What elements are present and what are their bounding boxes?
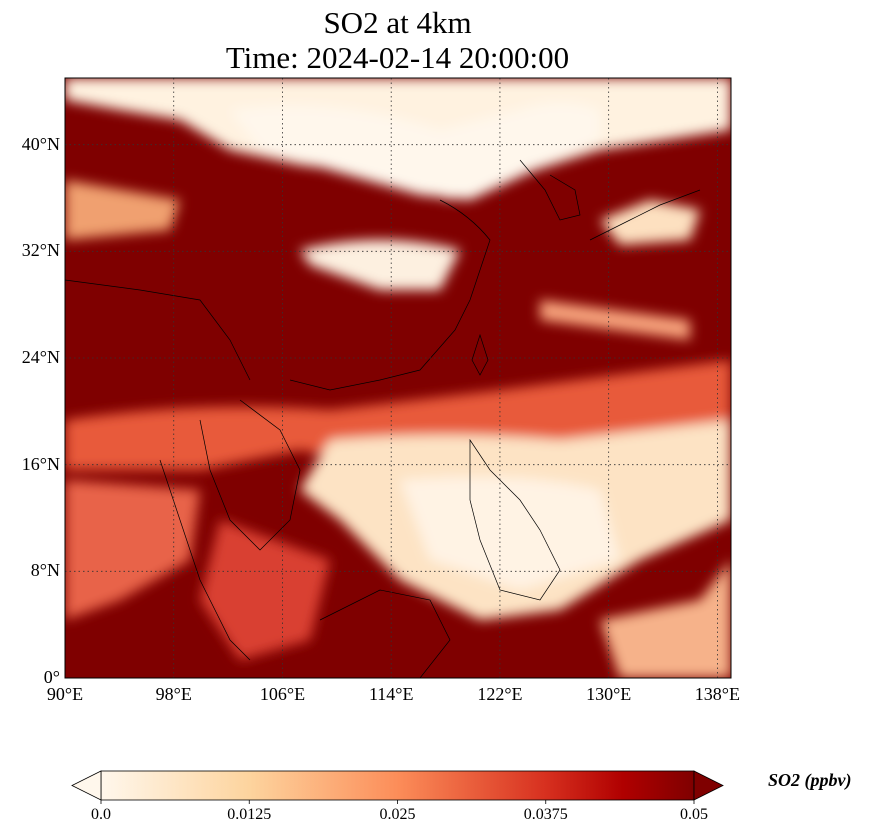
y-tick-label: 32°N [21, 240, 60, 261]
so2-field [65, 78, 731, 678]
coastlines [65, 159, 701, 678]
colorbar-label: SO2 (ppbv) [768, 770, 852, 790]
x-tick-label: 122°E [477, 684, 523, 704]
x-tick-label: 114°E [368, 684, 414, 704]
x-tick-label: 98°E [155, 684, 192, 704]
colorbar [71, 770, 724, 804]
map-frame [64, 77, 732, 679]
chart-subtitle: Time: 2024-02-14 20:00:00 [225, 40, 570, 75]
colorbar-extend-max [693, 770, 724, 801]
y-tick-label: 8°N [30, 560, 60, 581]
x-tick-label: 130°E [586, 684, 632, 704]
x-tick-label: 138°E [694, 684, 741, 704]
colorbar-tick-label: 0.025 [379, 806, 416, 823]
colorbar-tick-label: 0.0375 [523, 806, 568, 823]
chart-title: SO2 at 4km [323, 5, 472, 40]
y-tick-label: 40°N [21, 133, 60, 154]
y-tick-label: 0° [43, 667, 60, 687]
colorbar-tick-label: 0.0 [91, 806, 111, 823]
x-tick-label: 106°E [259, 684, 306, 704]
y-tick-label: 16°N [21, 453, 60, 474]
y-tick-label: 24°N [21, 347, 60, 367]
x-tick-label: 90°E [46, 684, 84, 704]
colorbar-tick-label: 0.05 [680, 806, 708, 823]
colorbar-tick-label: 0.0125 [227, 806, 272, 823]
colorbar-extend-min [71, 770, 102, 801]
